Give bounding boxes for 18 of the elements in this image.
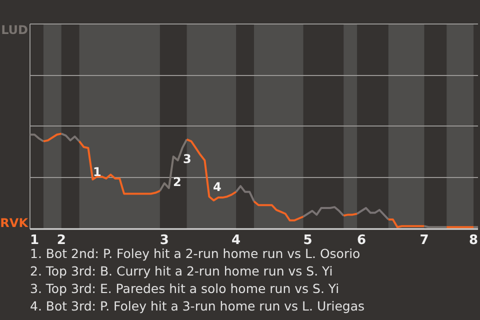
x-tick-label: 8 <box>468 233 478 248</box>
text: 4. Bot 3rd: P. Foley hit a 3-run home run vs L. Uriegas <box>30 298 364 314</box>
x-tick-label: 7 <box>420 233 429 248</box>
x-tick-label: 5 <box>303 233 312 248</box>
annotation: 1 <box>93 165 102 179</box>
x-tick-label: 1 <box>30 233 40 248</box>
annotation: 3 <box>183 152 192 166</box>
x-tick-label: 6 <box>356 233 366 248</box>
text: 2. Top 3rd: B. Curry hit a 2-run home run vs S. Yi <box>30 264 333 278</box>
text: 1. Bot 2nd: P. Foley hit a 2-run home run vs L. Osorio <box>30 246 360 261</box>
x-tick-label: 4 <box>232 233 241 248</box>
x-tick-label: 3 <box>160 233 169 248</box>
x-tick-label: 2 <box>56 233 66 248</box>
text: RVK <box>0 216 29 230</box>
text: LUD <box>1 23 28 37</box>
annotation: 2 <box>173 175 182 189</box>
annotation: 4 <box>213 180 222 194</box>
text: 3. Top 3rd: E. Paredes hit a solo home run vs S. Yi <box>30 281 340 296</box>
